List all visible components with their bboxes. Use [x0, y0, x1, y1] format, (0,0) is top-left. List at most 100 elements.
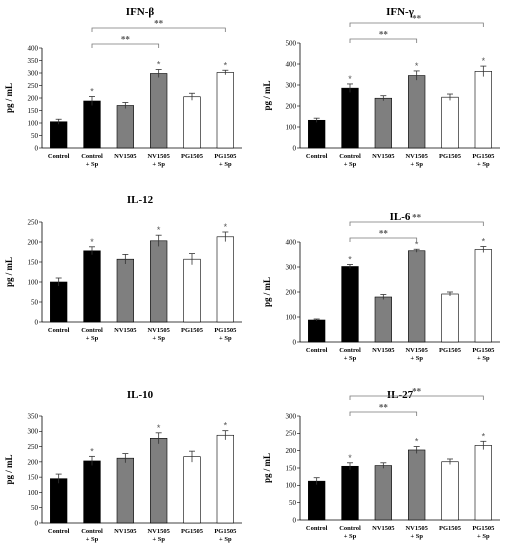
- significance-star: *: [348, 453, 352, 463]
- category-label: NV1505: [147, 528, 170, 535]
- comparison-bracket: [349, 38, 418, 43]
- significance-star: *: [157, 225, 161, 235]
- y-tick-label: 500: [286, 39, 297, 47]
- significance-star: *: [415, 61, 419, 71]
- bracket-label: **: [412, 387, 422, 397]
- y-tick-label: 350: [28, 57, 39, 65]
- comparison-bracket: [349, 221, 484, 226]
- category-label: + Sp: [410, 533, 423, 540]
- category-label: + Sp: [410, 355, 423, 362]
- y-tick-label: 100: [286, 313, 297, 321]
- comparison-bracket: [349, 22, 484, 27]
- y-tick-label: 400: [286, 60, 297, 68]
- category-label: Control: [81, 327, 103, 334]
- category-label: PG1505: [439, 153, 462, 160]
- bar: [216, 72, 234, 149]
- y-tick-label: 350: [28, 412, 39, 420]
- bar: [408, 75, 426, 149]
- bar: [183, 96, 201, 149]
- bar: [150, 73, 168, 149]
- bar: [150, 438, 168, 524]
- y-tick-label: 50: [31, 132, 39, 140]
- bar: [183, 258, 201, 323]
- bar: [116, 105, 134, 149]
- category-label: + Sp: [344, 355, 357, 362]
- significance-star: *: [224, 421, 228, 431]
- bar: [308, 319, 326, 343]
- category-label: NV1505: [147, 153, 170, 160]
- y-axis-label: pg / mL: [4, 454, 14, 484]
- y-tick-label: 0: [35, 318, 39, 326]
- category-label: PG1505: [214, 153, 237, 160]
- category-label: Control: [339, 525, 361, 532]
- y-axis-label: pg / mL: [4, 83, 14, 113]
- y-tick-label: 250: [286, 430, 297, 438]
- significance-star: *: [348, 255, 352, 265]
- category-label: Control: [339, 153, 361, 160]
- significance-star: *: [482, 56, 486, 66]
- bar: [474, 445, 492, 521]
- y-tick-label: 0: [35, 519, 39, 527]
- comparison-bracket: [349, 395, 484, 400]
- bar: [83, 250, 101, 323]
- significance-star: *: [224, 222, 228, 232]
- y-tick-label: 400: [28, 44, 39, 52]
- category-label: NV1505: [405, 347, 428, 354]
- category-label: + Sp: [477, 355, 490, 362]
- bar: [341, 266, 359, 343]
- comparison-bracket: [349, 237, 418, 242]
- bracket-label: **: [379, 229, 389, 239]
- chart-panel-4: IL-6pg / mL0100200300400Control*Control+…: [262, 211, 500, 362]
- y-axis-label: pg / mL: [262, 453, 272, 483]
- category-label: PG1505: [439, 347, 462, 354]
- y-tick-label: 150: [28, 258, 39, 266]
- y-tick-label: 200: [28, 458, 39, 466]
- category-label: NV1505: [372, 525, 395, 532]
- category-label: PG1505: [181, 153, 204, 160]
- chart-panel-5: IL-10 pg / mL 0 50 100 150 200 250 300 350 Control…: [4, 389, 242, 543]
- category-label: NV1505: [114, 528, 137, 535]
- significance-star: *: [157, 423, 161, 433]
- significance-star: *: [482, 431, 486, 441]
- y-tick-label: 100: [28, 489, 39, 497]
- y-tick-label: 50: [31, 504, 39, 512]
- bar: [441, 461, 459, 521]
- bracket-label: **: [379, 30, 389, 40]
- bar: [341, 87, 359, 149]
- bar: [441, 96, 459, 149]
- significance-star: *: [90, 446, 94, 456]
- category-label: + Sp: [152, 161, 165, 168]
- y-tick-label: 200: [286, 447, 297, 455]
- chart-title: IL-12: [127, 194, 154, 206]
- bar: [474, 71, 492, 149]
- chart-title: IL-27: [387, 389, 414, 401]
- significance-star: *: [90, 87, 94, 97]
- bar: [216, 236, 234, 323]
- y-tick-label: 150: [28, 474, 39, 482]
- category-label: + Sp: [219, 335, 232, 342]
- comparison-bracket: [91, 27, 226, 32]
- bar: [341, 465, 359, 521]
- bar: [308, 119, 326, 149]
- chart-title: IL-6: [390, 211, 411, 223]
- y-tick-label: 0: [293, 144, 297, 152]
- bar: [441, 293, 459, 343]
- y-axis-label: pg / mL: [262, 80, 272, 110]
- category-label: Control: [306, 153, 328, 160]
- category-label: NV1505: [405, 153, 428, 160]
- category-label: PG1505: [472, 153, 495, 160]
- y-tick-label: 250: [28, 443, 39, 451]
- category-label: + Sp: [86, 335, 99, 342]
- chart-title: IFN-β: [126, 6, 155, 18]
- significance-star: *: [482, 237, 486, 247]
- chart-panel-3: IL-12 pg / mL 0 50 100 150 200 250 Control * Contr…: [4, 194, 242, 342]
- category-label: PG1505: [472, 347, 495, 354]
- significance-star: *: [90, 237, 94, 247]
- bracket-label: **: [412, 14, 422, 24]
- category-label: Control: [339, 347, 361, 354]
- category-label: NV1505: [405, 525, 428, 532]
- y-tick-label: 200: [28, 94, 39, 102]
- y-tick-label: 0: [35, 144, 39, 152]
- bar: [374, 97, 392, 149]
